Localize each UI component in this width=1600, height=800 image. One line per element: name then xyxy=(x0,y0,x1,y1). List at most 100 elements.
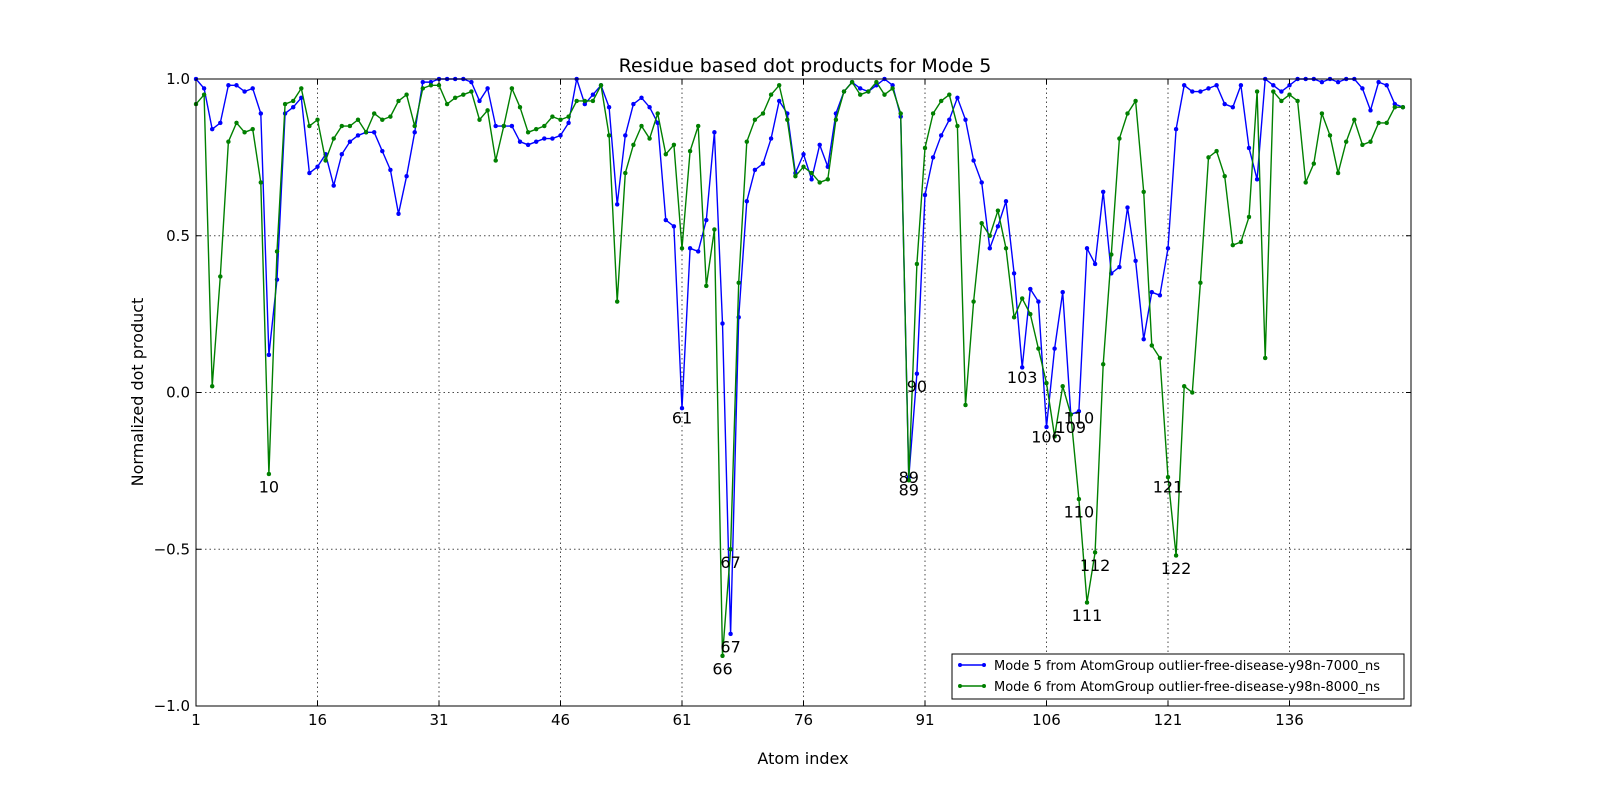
data-point xyxy=(1254,177,1260,182)
point-annotation: 67 xyxy=(720,553,740,572)
data-point xyxy=(517,104,523,110)
data-point xyxy=(1238,83,1244,88)
x-tick-label: 31 xyxy=(429,711,448,729)
data-point xyxy=(631,142,636,148)
data-point xyxy=(1319,79,1325,85)
data-point xyxy=(995,224,1001,229)
data-point xyxy=(566,114,571,119)
data-point xyxy=(469,79,474,85)
data-point xyxy=(1376,120,1381,126)
x-tick-label: 76 xyxy=(794,711,813,729)
data-point xyxy=(266,352,272,358)
data-point xyxy=(898,111,903,116)
data-point xyxy=(671,224,677,229)
data-point xyxy=(347,123,353,129)
point-annotation: 103 xyxy=(1007,368,1038,387)
data-point xyxy=(760,111,766,116)
data-point xyxy=(922,145,928,151)
data-point xyxy=(623,170,628,176)
data-point xyxy=(1165,474,1171,480)
data-point xyxy=(388,114,393,119)
chart-title: Residue based dot products for Mode 5 xyxy=(619,55,992,77)
data-point xyxy=(1287,92,1292,97)
data-point xyxy=(1003,199,1009,204)
data-point xyxy=(1149,289,1155,295)
point-annotation: 122 xyxy=(1161,559,1192,578)
data-point xyxy=(614,299,620,304)
data-point xyxy=(517,139,523,144)
data-point xyxy=(234,120,239,126)
data-point xyxy=(1060,289,1065,295)
data-point xyxy=(1092,550,1098,555)
data-point xyxy=(793,173,798,179)
data-point xyxy=(1109,252,1114,257)
data-point xyxy=(493,123,498,129)
data-point xyxy=(1352,117,1357,122)
data-point xyxy=(1003,246,1009,251)
data-point xyxy=(598,83,604,88)
series-line xyxy=(195,81,1403,657)
data-point xyxy=(282,101,288,107)
data-point xyxy=(428,83,434,88)
data-point xyxy=(1222,173,1227,179)
data-point xyxy=(404,173,409,179)
data-point xyxy=(290,98,296,104)
data-point xyxy=(1181,383,1187,389)
data-point xyxy=(1028,311,1033,317)
data-point xyxy=(922,192,928,198)
series-1 xyxy=(193,76,1406,637)
y-tick-label: 1.0 xyxy=(166,70,190,88)
data-point xyxy=(558,117,563,122)
data-point xyxy=(485,108,490,113)
data-point xyxy=(1230,104,1236,110)
data-point xyxy=(1368,139,1373,144)
x-tick-label: 61 xyxy=(672,711,691,729)
data-point xyxy=(809,177,814,182)
data-point xyxy=(347,139,353,144)
data-point xyxy=(533,126,539,132)
point-annotation: 66 xyxy=(712,659,732,678)
point-annotation: 106 xyxy=(1031,427,1062,446)
data-point xyxy=(1036,346,1041,351)
data-point xyxy=(1214,83,1219,88)
data-point xyxy=(695,249,701,254)
data-point xyxy=(712,227,717,232)
point-annotation: 67 xyxy=(720,637,740,656)
data-point xyxy=(679,246,685,251)
data-point xyxy=(955,95,960,101)
data-point xyxy=(720,653,725,659)
data-point xyxy=(477,117,482,122)
data-point xyxy=(720,321,725,326)
data-point xyxy=(1019,365,1025,370)
data-point xyxy=(258,180,264,185)
data-point xyxy=(1384,83,1389,88)
data-point xyxy=(258,111,264,116)
data-point xyxy=(752,167,758,173)
data-point xyxy=(995,208,1001,213)
data-point xyxy=(785,117,790,122)
data-point xyxy=(355,133,361,138)
data-point xyxy=(687,148,693,154)
data-point xyxy=(671,142,677,148)
data-point xyxy=(760,161,766,166)
y-tick-label: −0.5 xyxy=(154,540,190,558)
legend-swatch-point xyxy=(982,684,986,688)
data-point xyxy=(371,130,377,135)
data-point xyxy=(1100,189,1106,195)
data-point xyxy=(574,98,579,104)
data-point xyxy=(331,136,336,141)
data-point xyxy=(623,133,628,138)
data-point xyxy=(315,164,320,170)
point-annotation: 89 xyxy=(899,468,919,487)
data-point xyxy=(1343,139,1349,144)
data-point xyxy=(955,123,960,129)
data-point xyxy=(566,120,571,126)
data-point xyxy=(1392,104,1398,110)
data-point xyxy=(1254,89,1260,94)
data-point xyxy=(979,180,984,185)
data-point xyxy=(695,123,701,129)
point-annotation: 10 xyxy=(259,478,279,497)
data-point xyxy=(971,158,976,163)
data-point xyxy=(1198,280,1203,286)
data-point xyxy=(801,151,806,157)
